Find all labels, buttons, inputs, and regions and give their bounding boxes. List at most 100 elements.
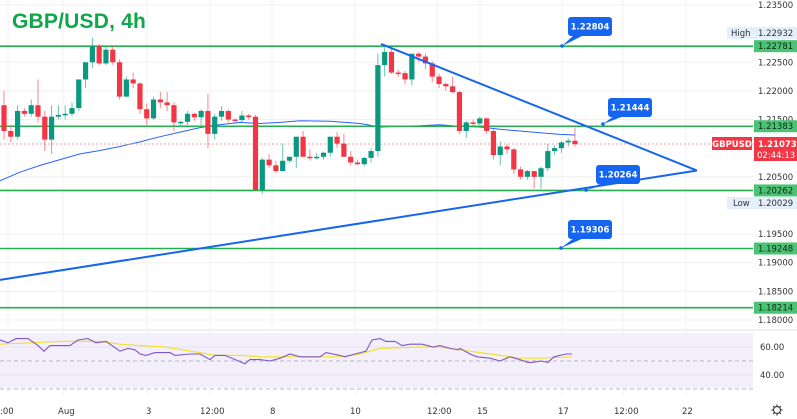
candle-body [558, 142, 565, 149]
callout-box [568, 17, 612, 36]
candle-body [354, 162, 361, 165]
candle-body [538, 168, 544, 177]
rsi-ma-line [0, 340, 573, 359]
candle-body [198, 110, 204, 118]
candle-body [123, 79, 129, 97]
price-tick-label: 1.18000 [758, 316, 793, 326]
ascending-support-trendline[interactable] [0, 169, 698, 281]
candle-body [164, 102, 170, 106]
price-tick-label: 1.20500 [758, 173, 793, 183]
price-callout[interactable]: 1.22804 [560, 17, 612, 48]
candle [280, 143, 286, 172]
candle-body [572, 140, 578, 145]
candle-body [470, 122, 476, 124]
current-price: 1.21073 [758, 140, 797, 150]
low-label: Low [733, 199, 750, 209]
candle-body [463, 122, 469, 131]
time-tick-label: 22 [682, 407, 693, 417]
candle [191, 112, 197, 121]
candle [205, 93, 211, 149]
callout-label: 1.20264 [599, 171, 638, 181]
gear-icon[interactable] [771, 404, 783, 416]
candle-body [157, 99, 163, 103]
candle-body [402, 73, 408, 80]
candle [286, 156, 293, 163]
candle [375, 53, 381, 157]
candle-body [178, 121, 184, 124]
time-tick-label: 8 [270, 407, 275, 417]
candle-body [266, 159, 272, 166]
price-tick-label: 1.18500 [758, 287, 793, 297]
price-axis[interactable]: 1.235001.225001.220001.215001.205001.195… [712, 1, 797, 326]
candle-body [144, 109, 150, 119]
rsi-tick-label: 40.00 [760, 371, 784, 381]
candle [8, 125, 14, 143]
time-axis[interactable]: :00 Aug 3 12:00 8 10 12:00 15 17 12:00 22 [0, 407, 693, 417]
price-callout[interactable]: 1.21444 [601, 98, 652, 126]
time-tick-label: Aug [58, 407, 75, 417]
candle-body [116, 62, 123, 97]
candle-body [184, 113, 191, 122]
price-callouts[interactable]: 1.22804 1.21444 1.20264 1.19306 [559, 17, 652, 250]
candle [212, 113, 218, 140]
time-tick-label: 12:00 [427, 407, 452, 417]
candle-body [21, 110, 27, 114]
candle [538, 166, 544, 189]
candle [110, 46, 116, 66]
candle [402, 70, 408, 85]
trendlines[interactable] [0, 43, 698, 281]
candle [82, 62, 89, 89]
candle [450, 76, 456, 94]
candle-body [368, 151, 374, 158]
rsi-axis: 60.00 40.00 [760, 343, 784, 381]
callout-anchor [584, 188, 588, 192]
candle [388, 47, 395, 74]
descending-resistance-trendline[interactable] [380, 43, 698, 172]
callout-pointer [562, 35, 584, 46]
candle [497, 141, 503, 166]
candle-body [341, 143, 347, 157]
candle [116, 59, 123, 100]
candle [484, 117, 490, 134]
candle-body [531, 171, 537, 177]
candle [198, 109, 204, 126]
candle-body [286, 156, 293, 161]
candle [144, 103, 150, 126]
candle-body [477, 118, 483, 124]
candle [354, 159, 361, 166]
candle-body [422, 56, 429, 64]
candle [307, 149, 313, 161]
level-tag-value: 1.20262 [758, 186, 793, 196]
candle-body [497, 146, 503, 156]
candle-body [48, 116, 55, 140]
candle-body [545, 151, 551, 169]
candle-body [252, 116, 259, 190]
gear-icon-tooth [772, 412, 775, 415]
price-tick-label: 1.22000 [758, 87, 793, 97]
callout-label: 1.21444 [611, 104, 650, 114]
candle [14, 105, 21, 140]
price-callout[interactable]: 1.19306 [559, 220, 612, 250]
symbol-tag-bg [712, 137, 752, 150]
level-tag-value: 1.21383 [758, 122, 793, 132]
candle-body [382, 51, 388, 66]
candle-body [150, 99, 157, 119]
candle-body [552, 148, 558, 152]
candle-body [388, 51, 395, 73]
candle [477, 116, 483, 126]
candle [443, 82, 449, 91]
candle-body [518, 169, 524, 177]
time-tick-label: :00 [0, 407, 14, 417]
price-callout[interactable]: 1.20264 [584, 165, 640, 192]
level-tag-value: 1.22781 [758, 42, 793, 52]
high-tag-bg [727, 27, 797, 39]
candle-body [69, 108, 75, 114]
candle-body [82, 62, 89, 80]
candle-body [443, 84, 449, 87]
candle [150, 96, 157, 120]
gear-icon-tooth [772, 405, 775, 408]
candle [490, 129, 497, 160]
candle [565, 138, 571, 147]
rsi-line [0, 338, 572, 365]
